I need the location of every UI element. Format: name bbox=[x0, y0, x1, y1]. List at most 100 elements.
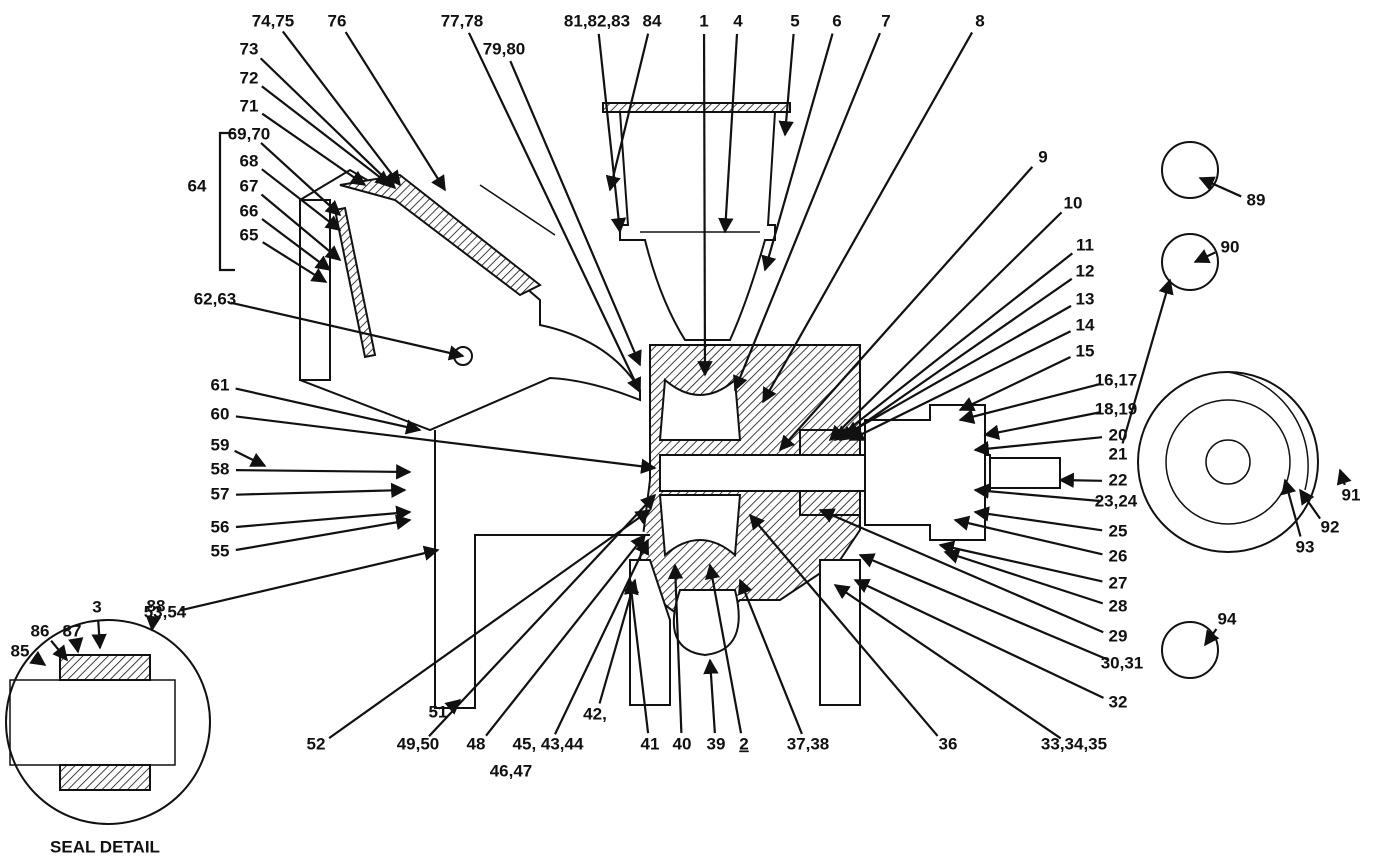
leader-line bbox=[262, 241, 328, 283]
leader-line bbox=[843, 304, 1072, 436]
callout-label: 76 bbox=[328, 11, 347, 30]
leader-line bbox=[598, 578, 639, 704]
leader-line bbox=[344, 31, 446, 192]
discharge-flange bbox=[602, 102, 791, 113]
leader-line bbox=[260, 142, 342, 217]
leader-line bbox=[261, 168, 342, 231]
leader-line bbox=[733, 32, 881, 392]
callout-label: 94 bbox=[1218, 609, 1237, 628]
callout-label: 45, 43,44 bbox=[513, 734, 584, 753]
callout-label: 26 bbox=[1109, 546, 1128, 565]
leader-line bbox=[858, 553, 1108, 661]
callout-label: 74,75 bbox=[252, 11, 295, 30]
leader-line bbox=[853, 578, 1104, 699]
callout-label: 23,24 bbox=[1095, 491, 1138, 510]
leader-line bbox=[235, 482, 407, 499]
leader-line bbox=[235, 415, 657, 474]
callout-label: 16,17 bbox=[1095, 370, 1138, 389]
callout-label: 28 bbox=[1109, 596, 1128, 615]
callout-label: 69,70 bbox=[228, 124, 271, 143]
callout-label: 9 bbox=[1038, 147, 1047, 166]
callout-label: 8 bbox=[975, 11, 984, 30]
impeller bbox=[658, 377, 742, 558]
callout-label: 12 bbox=[1076, 261, 1095, 280]
callout-label: 32 bbox=[1109, 692, 1128, 711]
leader-line bbox=[958, 382, 1101, 425]
leader-line bbox=[1121, 278, 1174, 444]
detail-90 bbox=[1161, 233, 1219, 291]
seal-detail-title: SEAL DETAIL bbox=[50, 837, 160, 856]
leader-line bbox=[833, 252, 1074, 441]
callout-label: 79,80 bbox=[483, 39, 526, 58]
suction-elbow bbox=[299, 168, 641, 432]
leader-line bbox=[667, 563, 684, 734]
leader-line bbox=[761, 33, 834, 272]
leader-line bbox=[738, 578, 803, 735]
callout-label: 46,47 bbox=[490, 761, 533, 780]
leader-line bbox=[704, 563, 743, 734]
leader-line bbox=[261, 112, 367, 186]
seal-detail-circle bbox=[5, 619, 211, 825]
callout-label: 36 bbox=[939, 734, 958, 753]
base-foot-right bbox=[819, 559, 861, 706]
leader-line bbox=[828, 211, 1063, 442]
leader-line bbox=[145, 615, 162, 632]
callout-label: 81,82,83 bbox=[564, 11, 630, 30]
callout-label: 64 bbox=[188, 176, 207, 195]
callout-label: 84 bbox=[643, 11, 662, 30]
handle bbox=[479, 184, 556, 236]
leader-line bbox=[235, 387, 422, 435]
leader-line bbox=[838, 277, 1073, 441]
callout-label: 5 bbox=[790, 11, 799, 30]
callout-label: 21 bbox=[1109, 444, 1128, 463]
callout-label: 51 bbox=[429, 702, 448, 721]
callout-label: 62,63 bbox=[194, 289, 237, 308]
callout-label: 22 bbox=[1109, 470, 1128, 489]
callout-label: 92 bbox=[1321, 517, 1340, 536]
leader-line bbox=[281, 30, 401, 187]
leader-line bbox=[623, 578, 650, 734]
leader-line bbox=[29, 650, 47, 666]
leader-line bbox=[1193, 249, 1216, 264]
end-view-bore bbox=[1205, 439, 1251, 485]
callout-label: 65 bbox=[240, 225, 259, 244]
leader-line bbox=[230, 301, 465, 361]
callout-label: 4 bbox=[733, 11, 743, 30]
leader-line bbox=[180, 545, 440, 612]
leader-line bbox=[50, 639, 68, 662]
leader-line bbox=[848, 330, 1072, 441]
leader-line bbox=[1299, 488, 1321, 520]
suction-flange bbox=[299, 199, 331, 381]
leader-line bbox=[1198, 176, 1242, 198]
leader-line bbox=[762, 31, 974, 404]
callout-label: 73 bbox=[240, 39, 259, 58]
callout-label: 2 bbox=[739, 734, 748, 753]
leader-line bbox=[983, 411, 1101, 440]
callout-label: 77,78 bbox=[441, 11, 484, 30]
callout-label: 85 bbox=[11, 641, 30, 660]
leader-line bbox=[1281, 478, 1302, 537]
leader-line bbox=[68, 637, 84, 654]
leader-line bbox=[328, 509, 652, 739]
callout-label: 41 bbox=[641, 734, 660, 753]
leader-line bbox=[749, 513, 939, 737]
callout-label: 39 bbox=[707, 734, 726, 753]
leader-line bbox=[597, 33, 627, 234]
leader-line bbox=[697, 33, 713, 377]
callout-label: 33,34,35 bbox=[1041, 734, 1107, 753]
callout-label: 27 bbox=[1109, 573, 1128, 592]
group-bracket bbox=[218, 131, 235, 272]
callout-label: 52 bbox=[307, 734, 326, 753]
callout-label: 88 bbox=[147, 596, 166, 615]
seal-detail-rings bbox=[59, 654, 151, 791]
suction-pipe bbox=[434, 430, 650, 709]
leader-line bbox=[605, 33, 650, 192]
callout-label: 48 bbox=[467, 734, 486, 753]
detail-94 bbox=[1161, 621, 1219, 679]
callout-label: 25 bbox=[1109, 521, 1128, 540]
leader-line bbox=[958, 356, 1071, 411]
leader-line bbox=[235, 464, 412, 480]
leader-line bbox=[428, 493, 657, 738]
leader-line bbox=[261, 218, 332, 271]
